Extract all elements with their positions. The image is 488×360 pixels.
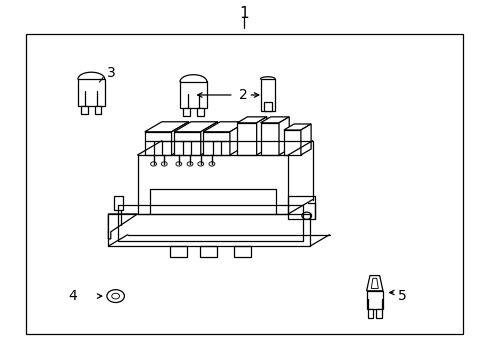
Text: 4: 4: [68, 289, 77, 303]
Bar: [284, 130, 300, 155]
Bar: [26, 33, 462, 334]
Bar: [78, 79, 104, 106]
Circle shape: [176, 162, 182, 166]
Bar: [237, 123, 256, 155]
Polygon shape: [370, 278, 378, 288]
Circle shape: [208, 162, 214, 166]
Bar: [81, 106, 88, 114]
Text: 5: 5: [397, 289, 406, 303]
Bar: [170, 246, 187, 257]
Bar: [183, 108, 190, 116]
Bar: [366, 291, 382, 310]
Polygon shape: [366, 275, 382, 291]
Circle shape: [301, 212, 311, 219]
Polygon shape: [260, 117, 288, 123]
Circle shape: [107, 290, 124, 302]
Text: 1: 1: [239, 6, 249, 21]
Bar: [260, 79, 275, 111]
Bar: [114, 196, 122, 210]
Polygon shape: [256, 117, 266, 155]
Bar: [196, 108, 203, 116]
Circle shape: [198, 162, 203, 166]
Bar: [144, 132, 171, 155]
Bar: [260, 123, 279, 155]
Bar: [95, 106, 101, 114]
Polygon shape: [300, 124, 310, 155]
Bar: [264, 102, 271, 111]
Bar: [287, 196, 314, 219]
Polygon shape: [229, 122, 246, 155]
Polygon shape: [237, 117, 266, 123]
Bar: [203, 132, 229, 155]
Polygon shape: [144, 122, 188, 132]
Polygon shape: [279, 117, 288, 155]
Polygon shape: [284, 124, 310, 130]
Text: 3: 3: [107, 66, 116, 80]
Bar: [367, 310, 373, 319]
Circle shape: [150, 162, 156, 166]
Polygon shape: [174, 122, 217, 132]
Circle shape: [187, 162, 193, 166]
Circle shape: [161, 162, 167, 166]
Bar: [174, 132, 201, 155]
Polygon shape: [203, 122, 246, 132]
Bar: [233, 246, 250, 257]
Circle shape: [112, 293, 119, 299]
Bar: [199, 246, 216, 257]
Polygon shape: [201, 122, 217, 155]
Text: 2: 2: [238, 88, 247, 102]
Bar: [180, 82, 206, 108]
Bar: [375, 310, 381, 319]
Polygon shape: [171, 122, 188, 155]
